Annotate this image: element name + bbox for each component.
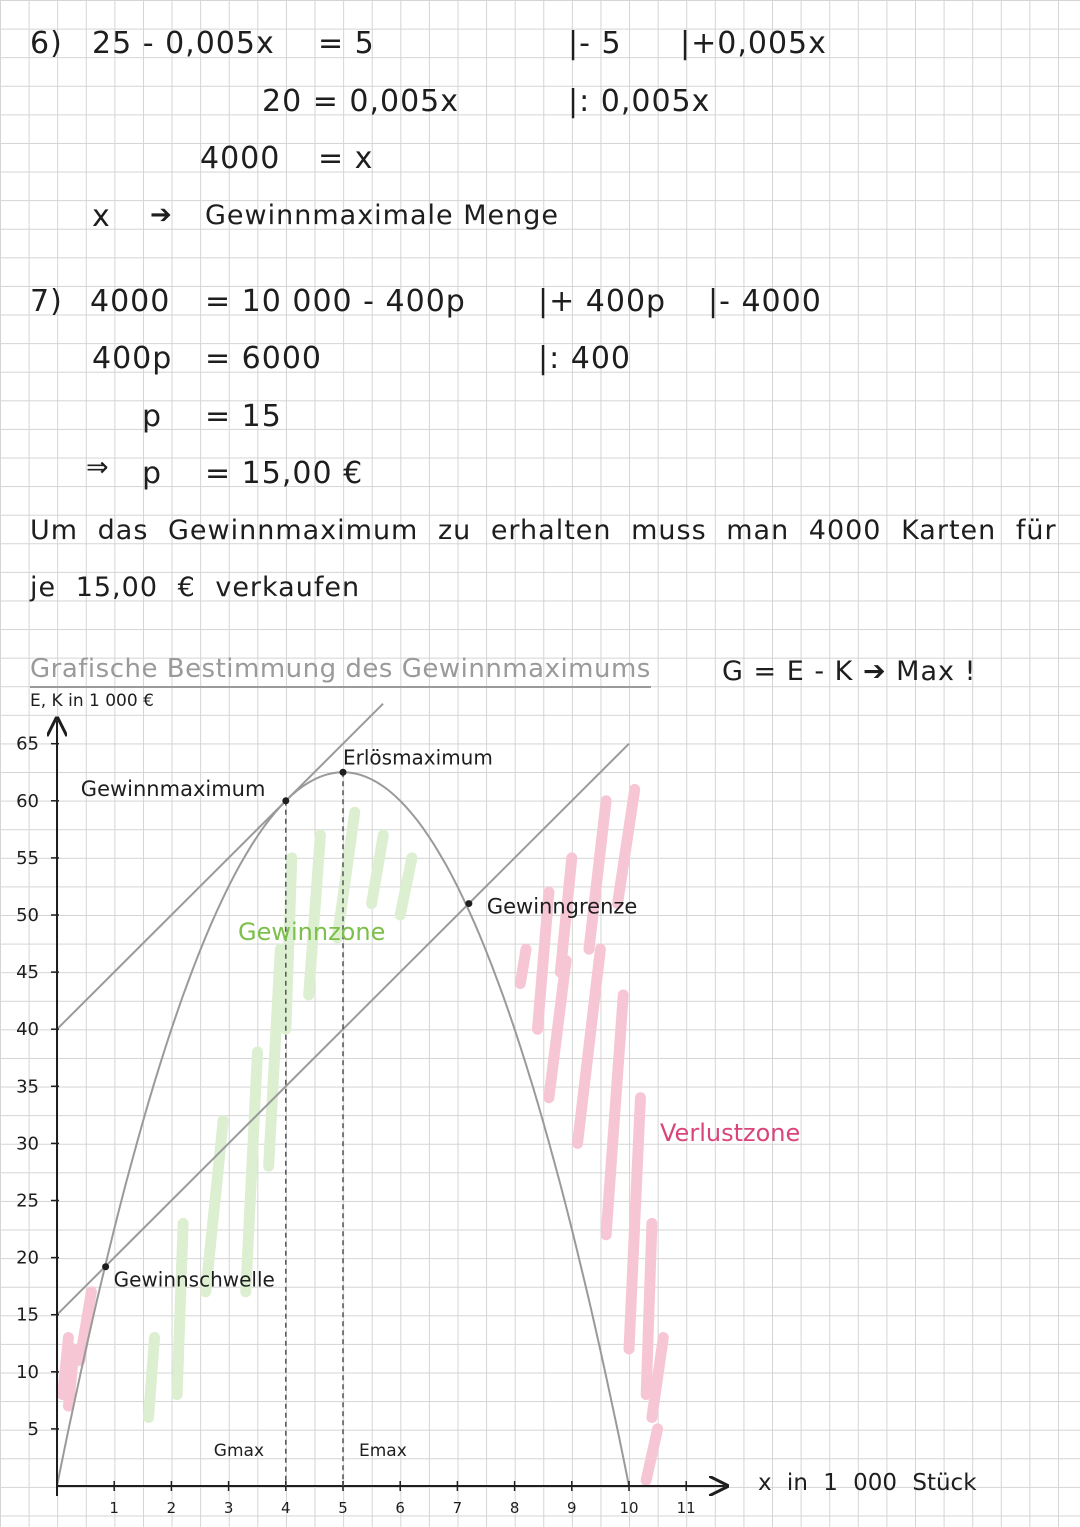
y-tick-label: 45 — [16, 962, 39, 983]
verlustzone-hatch — [74, 1286, 97, 1366]
x-tick-label: 4 — [281, 1499, 291, 1517]
gewinnzone-hatch — [171, 1217, 189, 1401]
gewinnzone-hatch — [303, 829, 326, 1001]
y-tick-label: 20 — [16, 1248, 39, 1269]
y-tick-label: 55 — [16, 848, 39, 869]
y-tick-label: 25 — [16, 1191, 39, 1212]
part7-eq3-lhs: p — [142, 399, 163, 434]
gewinnmaximum-point — [282, 797, 290, 805]
profit-formula: G = E - K ➔ Max ! — [722, 656, 977, 687]
x-tick-label: 7 — [453, 1499, 463, 1517]
part7-eq4-rhs: = 15,00 € — [205, 456, 364, 491]
x-tick-label: 9 — [567, 1499, 577, 1517]
verlustzone-hatch — [62, 1343, 80, 1412]
gewinnschwelle-point — [102, 1263, 110, 1271]
verlustzone-hatch — [646, 1332, 669, 1423]
x-tick-label: 2 — [167, 1499, 177, 1517]
erloesmaximum-label: Erlösmaximum — [343, 745, 493, 769]
part6-eq1-lhs: 25 - 0,005x — [92, 26, 275, 61]
y-tick-label: 40 — [16, 1019, 39, 1040]
verlustzone-label: Verlustzone — [660, 1119, 800, 1147]
part6-eq1-op2: |+0,005x — [680, 26, 827, 61]
gewinnmaximum-label: Gewinnmaximum — [81, 777, 266, 801]
verlustzone-hatch — [600, 989, 629, 1241]
conclusion-line-2: je 15,00 € verkaufen — [30, 572, 361, 603]
part6-eq3-lhs: 4000 — [200, 141, 281, 176]
part6-eq3-rhs: = x — [318, 141, 374, 176]
x-tick-label: 11 — [677, 1499, 696, 1517]
y-axis-label: E, K in 1 000 € — [30, 691, 154, 711]
gewinnzone-hatch — [331, 806, 361, 944]
part7-eq1-rhs: = 10 000 - 400p — [205, 284, 466, 319]
gewinngrenze-point — [465, 900, 473, 908]
gewinnzone-hatch — [280, 852, 298, 1035]
verlustzone-hatch — [531, 886, 555, 1035]
verlustzone-hatch — [612, 783, 641, 910]
part7-eq4-lhs: p — [142, 456, 163, 491]
verlustzone-hatch — [543, 955, 572, 1104]
gewinnzone-hatch — [240, 1046, 263, 1298]
y-tick-label: 50 — [16, 905, 39, 926]
y-tick-label: 35 — [16, 1076, 39, 1097]
part6-x: x — [92, 199, 111, 234]
marker-label-emax: Emax — [359, 1441, 407, 1461]
x-tick-label: 3 — [224, 1499, 234, 1517]
x-tick-label: 1 — [109, 1499, 119, 1517]
y-tick-label: 30 — [16, 1133, 39, 1154]
y-tick-label: 65 — [16, 734, 39, 755]
part7-eq1-lhs: 4000 — [90, 284, 171, 319]
part7-eq1-op1: |+ 400p — [538, 284, 667, 319]
x-tick-label: 8 — [510, 1499, 520, 1517]
gewinnzone-hatch — [200, 1115, 229, 1298]
verlustzone-hatch — [554, 852, 578, 978]
part6-eq2-op: |: 0,005x — [568, 84, 711, 119]
x-tick-label: 5 — [338, 1499, 348, 1517]
part6-label: 6) — [30, 26, 63, 61]
x-axis-label: x in 1 000 Stück — [758, 1470, 977, 1496]
gewinnzone-hatch — [143, 1332, 161, 1423]
arrow-right-icon: ➔ — [150, 200, 172, 230]
verlustzone-hatch — [623, 1092, 646, 1355]
part6-eq2: 20 = 0,005x — [262, 84, 460, 119]
y-tick-label: 60 — [16, 791, 39, 812]
x-tick-label: 6 — [395, 1499, 405, 1517]
part6-eq1-rhs: = 5 — [318, 26, 375, 61]
marker-label-gmax: Gmax — [214, 1441, 264, 1461]
verlustzone-hatch — [57, 1332, 74, 1401]
tangent-line — [56, 703, 384, 1030]
graph-heading: Grafische Bestimmung des Gewinnmaximums — [30, 654, 651, 688]
therefore-icon: ⇒ — [86, 452, 110, 483]
y-tick-label: 15 — [16, 1305, 39, 1326]
part7-label: 7) — [30, 284, 63, 319]
gewinnzone-hatch — [366, 829, 389, 910]
part7-eq2-rhs: = 6000 — [205, 341, 323, 376]
gewinnzone-hatch — [263, 943, 286, 1172]
part7-eq2-op: |: 400 — [538, 341, 632, 376]
x-tick-label: 10 — [619, 1499, 638, 1517]
conclusion-line-1: Um das Gewinnmaximum zu erhalten muss ma… — [30, 515, 1057, 546]
y-tick-label: 5 — [28, 1419, 39, 1440]
y-tick-label: 10 — [16, 1362, 39, 1383]
part7-eq1-op2: |- 4000 — [708, 284, 822, 319]
gewinnschwelle-label: Gewinnschwelle — [114, 1268, 275, 1292]
part6-result-text: Gewinnmaximale Menge — [205, 200, 559, 231]
gewinnzone-hatch — [394, 852, 418, 921]
verlustzone-hatch — [583, 795, 612, 955]
gewinnzone-label: Gewinnzone — [238, 918, 385, 946]
verlustzone-hatch — [572, 943, 606, 1149]
erloesmaximum-point — [339, 768, 347, 776]
verlustzone-hatch — [640, 1423, 664, 1486]
verlustzone-hatch — [640, 1217, 658, 1401]
part6-eq1-op1: |- 5 — [568, 26, 622, 61]
verlustzone-hatch — [514, 943, 532, 990]
part7-eq2-lhs: 400p — [92, 341, 173, 376]
gewinngrenze-label: Gewinngrenze — [487, 895, 637, 919]
part7-eq3-rhs: = 15 — [205, 399, 282, 434]
